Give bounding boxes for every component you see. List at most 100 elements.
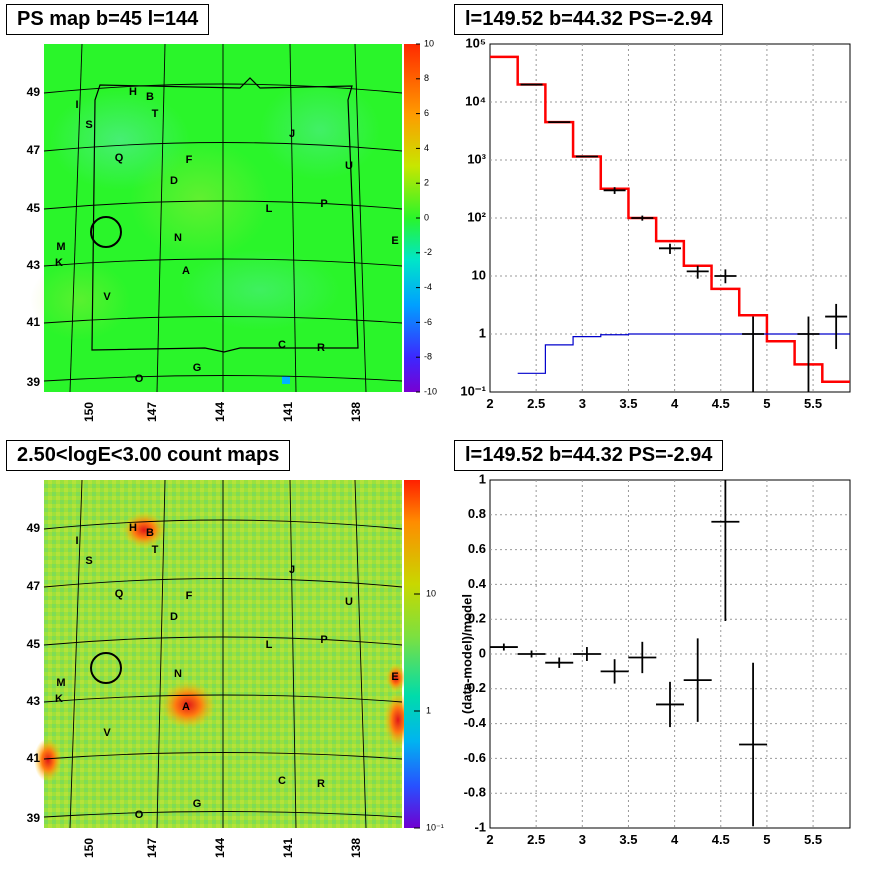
count-map-source-label: F	[186, 590, 193, 602]
ps-map-lon-label: 147	[145, 402, 159, 422]
ps-map-source-label: B	[146, 91, 154, 103]
count-map-axis-labels: 49 47 45 43 41 39 150 147 144 141 138	[27, 521, 364, 858]
count-colorbar-label: 10	[426, 588, 436, 598]
ps-map-lat-label: 49	[27, 85, 41, 99]
count-map-lon-label: 141	[281, 838, 295, 858]
ps-map-lat-label: 39	[27, 375, 41, 389]
ps-map-source-label: U	[345, 160, 353, 172]
ps-map-cyan-region	[260, 80, 380, 180]
count-map-source-label: P	[320, 634, 327, 646]
count-map-source-label: M	[56, 677, 65, 689]
count-map-source-label: H	[129, 522, 137, 534]
ps-colorbar-ticks: 10 8 6 4 2 0 -2 -4 -6 -8 -10	[416, 38, 437, 396]
count-colorbar-label: 1	[426, 705, 431, 715]
count-map-source-label: G	[193, 798, 202, 810]
ps-map-source-label: E	[391, 235, 398, 247]
count-map-source-label: L	[266, 639, 273, 651]
ps-map-source-label: M	[56, 241, 65, 253]
ps-map-grid	[43, 43, 403, 393]
count-map-lat-label: 49	[27, 521, 41, 535]
ps-map-source-label: N	[174, 232, 182, 244]
count-map-source-label: N	[174, 668, 182, 680]
ps-map-lat-label: 45	[27, 201, 41, 215]
ps-map-roi-outline	[91, 77, 359, 353]
ps-map-source-label: R	[317, 342, 325, 354]
count-map-lat-label: 41	[27, 751, 41, 765]
ps-map-source-label: K	[55, 257, 63, 269]
ps-colorbar-label: 4	[424, 143, 429, 153]
ps-map-source-label: A	[182, 265, 190, 277]
count-map-source-label: Q	[115, 588, 124, 600]
ps-map-yellow-region	[30, 260, 130, 340]
count-map-red-edge	[386, 664, 406, 692]
ps-colorbar-label: 0	[424, 212, 429, 222]
count-map-source-label: S	[85, 555, 92, 567]
count-map-source-label: K	[55, 693, 63, 705]
count-map-source-label: A	[182, 701, 190, 713]
ps-colorbar-label: -10	[424, 386, 437, 396]
count-map-target-circle	[90, 652, 122, 684]
ps-map-source-label: I	[75, 99, 78, 111]
ps-colorbar-label: 8	[424, 73, 429, 83]
residual-title: l=149.52 b=44.32 PS=-2.94	[454, 440, 724, 471]
ps-colorbar-label: 2	[424, 178, 429, 188]
ps-colorbar-label: -6	[424, 317, 432, 327]
ps-map-lon-label: 144	[213, 402, 227, 422]
ps-map-blue-pixel	[282, 376, 290, 384]
count-map-source-label: E	[391, 671, 398, 683]
count-colorbar-label: 10⁻¹	[426, 822, 444, 832]
ps-colorbar-label: -2	[424, 247, 432, 257]
ps-map-yellow-region	[130, 140, 270, 260]
ps-map-source-label: L	[266, 203, 273, 215]
count-map-hotspot-a	[160, 681, 216, 729]
ps-colorbar-label: 6	[424, 108, 429, 118]
ps-map-lon-label: 150	[82, 402, 96, 422]
count-map-source-label: O	[135, 809, 144, 821]
count-map-lat-label: 45	[27, 637, 41, 651]
count-map-source-label: I	[75, 535, 78, 547]
count-map-source-label: B	[146, 527, 154, 539]
count-map-source-label: V	[103, 727, 111, 739]
ps-map-lon-label: 141	[281, 402, 295, 422]
count-colorbar	[404, 480, 420, 828]
count-map-source-label: C	[278, 775, 286, 787]
count-map-lat-label: 39	[27, 811, 41, 825]
count-map-lon-label: 144	[213, 838, 227, 858]
ps-colorbar-label: -4	[424, 282, 432, 292]
ps-colorbar-label: -8	[424, 352, 432, 362]
count-map-lon-label: 147	[145, 838, 159, 858]
ps-map-lat-label: 43	[27, 258, 41, 272]
ps-map-lat-label: 41	[27, 315, 41, 329]
ps-map-title: PS map b=45 l=144	[6, 4, 210, 35]
count-map-source-labels: H BT IS J Q F U D L P E MK N A V C R G O	[55, 522, 399, 821]
count-colorbar-ticks: 10 1 10⁻¹	[414, 588, 444, 832]
ps-map-source-label: Q	[115, 152, 124, 164]
ps-map-target-circle	[90, 216, 122, 248]
ps-map-cyan-region	[180, 250, 340, 330]
count-map-grid	[43, 479, 403, 829]
count-map-source-label: D	[170, 611, 178, 623]
count-map-source-label: U	[345, 596, 353, 608]
ps-colorbar	[404, 44, 420, 392]
ps-map-panel: H BT IS J Q F U D L P E MK N A V C R G O 10 8 6 4 2 0 -2 -4 -6 -8 -1…	[27, 38, 437, 422]
count-map-lat-label: 43	[27, 694, 41, 708]
ps-map-source-label: S	[85, 119, 92, 131]
ps-map-source-label: J	[289, 128, 295, 140]
ps-map-source-label: D	[170, 175, 178, 187]
ps-map-source-labels: H BT IS J Q F U D L P E MK N A V C R G O	[55, 86, 399, 385]
ps-map-source-label: V	[103, 291, 111, 303]
count-map-source-label: J	[289, 564, 295, 576]
ps-map-source-label: P	[320, 198, 327, 210]
ps-map-source-label: F	[186, 154, 193, 166]
ps-map-source-label: H	[129, 86, 137, 98]
count-map-source-label: R	[317, 778, 325, 790]
count-map-source-label: T	[152, 544, 159, 556]
count-map-lat-label: 47	[27, 579, 41, 593]
count-map-lon-label: 150	[82, 838, 96, 858]
ps-map-axis-labels: 49 47 45 43 41 39 150 147 144 141 138	[27, 85, 364, 422]
ps-map-source-label: O	[135, 373, 144, 385]
spectrum-title: l=149.52 b=44.32 PS=-2.94	[454, 4, 724, 35]
count-map-lon-label: 138	[349, 838, 363, 858]
